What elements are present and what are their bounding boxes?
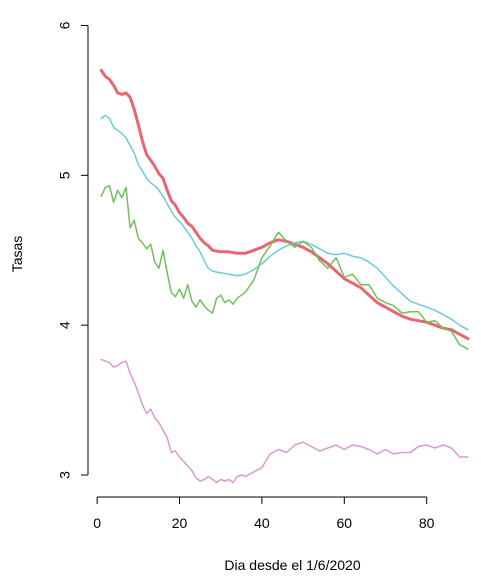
y-tick-label: 3 xyxy=(57,471,73,479)
series-line-1 xyxy=(99,68,470,341)
x-tick-label: 0 xyxy=(93,515,101,531)
x-tick-label: 60 xyxy=(337,515,353,531)
series-line-3 xyxy=(100,185,469,350)
series-line-2 xyxy=(100,114,469,331)
series-layer xyxy=(99,68,470,484)
y-tick-label: 6 xyxy=(57,21,73,29)
x-tick-label: 40 xyxy=(254,515,270,531)
y-axis-title: Tasas xyxy=(9,236,25,273)
series-line-4 xyxy=(100,358,469,484)
y-axis: 3 4 5 6 xyxy=(57,21,89,479)
x-axis-title: Dia desde el 1/6/2020 xyxy=(224,557,360,573)
y-tick-label: 4 xyxy=(57,321,73,329)
x-axis: 0 20 40 60 80 xyxy=(93,496,435,531)
y-tick-label: 5 xyxy=(57,171,73,179)
x-tick-label: 80 xyxy=(419,515,435,531)
x-tick-label: 20 xyxy=(172,515,188,531)
